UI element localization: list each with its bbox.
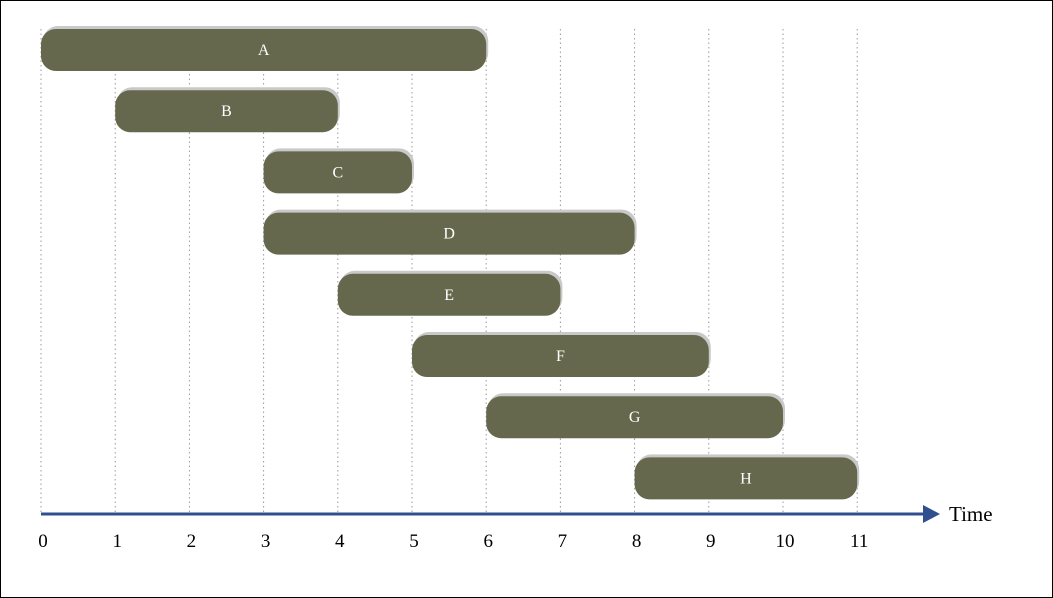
task-label-E: E xyxy=(444,287,454,304)
x-tick-label-9: 9 xyxy=(706,531,716,552)
x-tick-label-6: 6 xyxy=(483,531,493,552)
task-label-G: G xyxy=(629,409,641,426)
x-tick-label-11: 11 xyxy=(850,531,868,552)
task-bar-D: D xyxy=(263,209,637,255)
task-label-H: H xyxy=(740,470,752,487)
x-tick-label-7: 7 xyxy=(558,531,568,552)
task-bar-body-B xyxy=(115,90,338,133)
task-bar-body-A xyxy=(41,29,487,71)
x-tick-label-8: 8 xyxy=(632,531,642,552)
task-bar-H: H xyxy=(634,454,860,500)
x-tick-label-5: 5 xyxy=(409,531,419,552)
task-bar-F: F xyxy=(412,332,711,377)
x-tick-label-4: 4 xyxy=(335,531,345,552)
x-tick-label-2: 2 xyxy=(187,531,197,552)
task-bar-A: A xyxy=(41,26,489,71)
task-bar-body-H xyxy=(634,457,858,500)
task-label-F: F xyxy=(556,348,565,365)
task-bar-E: E xyxy=(337,270,563,316)
task-label-B: B xyxy=(221,103,232,120)
task-label-C: C xyxy=(332,164,343,181)
time-axis: Time xyxy=(41,502,993,526)
x-tick-label-1: 1 xyxy=(112,531,122,552)
task-bar-body-F xyxy=(412,335,709,377)
x-axis-label: Time xyxy=(949,502,993,526)
x-tick-label-0: 0 xyxy=(38,531,48,552)
task-label-D: D xyxy=(443,226,455,243)
task-bar-body-D xyxy=(263,212,635,255)
task-bar-body-C xyxy=(263,151,412,194)
task-bar-B: B xyxy=(115,87,340,133)
task-bar-body-E xyxy=(337,273,561,316)
task-bar-G: G xyxy=(486,393,785,439)
bars: A B C D E F G H xyxy=(41,26,860,500)
x-tick-label-3: 3 xyxy=(261,531,271,552)
task-label-A: A xyxy=(258,42,270,59)
task-bar-body-G xyxy=(486,396,783,439)
x-axis-arrowhead xyxy=(923,505,940,523)
x-tick-labels: 0 1 2 3 4 5 6 7 8 9 10 11 xyxy=(38,531,868,552)
task-bar-C: C xyxy=(263,148,414,194)
x-tick-label-10: 10 xyxy=(776,531,795,552)
